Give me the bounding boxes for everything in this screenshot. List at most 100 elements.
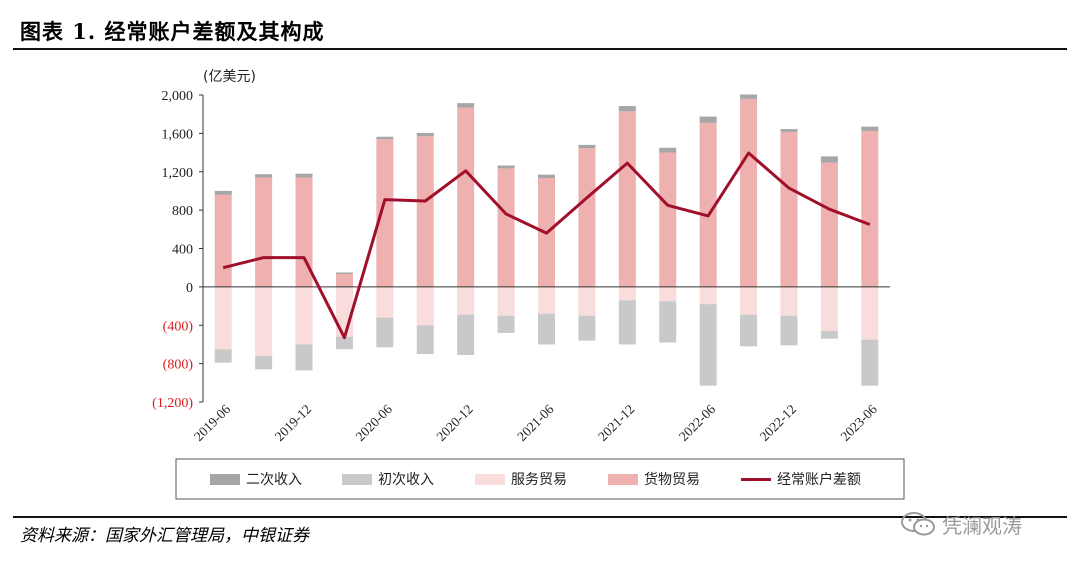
bar-segment xyxy=(416,136,434,287)
bar-segment xyxy=(578,148,596,287)
bar-segment xyxy=(416,325,434,355)
y-tick-label: 800 xyxy=(172,204,193,219)
bar-segment xyxy=(861,286,879,340)
current-account-line xyxy=(222,151,871,340)
y-unit-label: (亿美元) xyxy=(203,69,256,85)
bar-segment xyxy=(820,156,838,163)
bar-segment xyxy=(214,286,232,350)
footer-rule xyxy=(13,516,1067,518)
bar-segment xyxy=(376,286,394,318)
bar-segment xyxy=(861,126,879,131)
bar-segment xyxy=(335,336,353,350)
bar-segment xyxy=(780,129,798,132)
y-tick-label: 400 xyxy=(172,243,193,258)
x-tick-label: 2023-06 xyxy=(837,401,880,444)
x-tick-label: 2022-12 xyxy=(757,402,799,444)
bar-segment xyxy=(497,165,515,169)
bar-segment xyxy=(255,286,273,356)
bar-segment xyxy=(740,98,758,287)
bar-segment xyxy=(578,144,596,149)
y-tick-label: 0 xyxy=(186,281,193,296)
y-tick-label: 2,000 xyxy=(162,89,194,104)
x-tick-label: 2020-06 xyxy=(353,401,396,444)
legend-swatch-services-trade xyxy=(475,474,505,485)
y-tick-label: 1,200 xyxy=(162,166,194,181)
bar-segment xyxy=(618,300,636,345)
bar-segment xyxy=(214,190,232,195)
watermark: 凭澜观涛 xyxy=(900,507,1060,541)
bar-segment xyxy=(457,107,475,287)
bar-segment xyxy=(538,174,555,178)
legend-label-secondary-income: 二次收入 xyxy=(246,472,302,488)
bar-segment xyxy=(457,314,475,355)
bar-segment xyxy=(295,286,313,345)
bar-segment xyxy=(578,286,596,316)
bar-segment xyxy=(659,301,677,343)
bar-segment xyxy=(740,94,758,99)
bar-segment xyxy=(780,315,798,346)
legend: 二次收入 初次收入 服务贸易 货物贸易 经常账户差额 xyxy=(210,471,861,488)
y-tick-label: (1,200) xyxy=(152,396,193,411)
legend-label-goods-trade: 货物贸易 xyxy=(644,471,700,488)
bar-series xyxy=(214,94,879,386)
y-tick-label: (800) xyxy=(163,358,194,373)
bar-segment xyxy=(578,315,596,341)
bar-segment xyxy=(820,331,838,339)
bar-segment xyxy=(699,122,717,287)
bar-segment xyxy=(740,314,758,347)
bar-segment xyxy=(457,103,475,108)
x-tick-label: 2021-06 xyxy=(514,401,557,444)
legend-label-primary-income: 初次收入 xyxy=(378,471,434,488)
y-tick-labels: 2,000 1,600 1,200 800 400 0 (400) (800) (1,200) xyxy=(152,89,203,411)
bar-segment xyxy=(861,130,879,287)
bar-segment xyxy=(295,177,313,287)
bar-segment xyxy=(538,286,555,314)
bar-segment xyxy=(538,313,555,345)
x-tick-label: 2022-06 xyxy=(676,401,719,444)
bar-segment xyxy=(618,111,636,287)
wechat-logo-icon xyxy=(901,512,935,536)
bar-segment xyxy=(376,139,394,287)
bar-segment xyxy=(618,286,636,301)
bar-segment xyxy=(457,286,475,315)
watermark-text: 凭澜观涛 xyxy=(942,513,1022,538)
legend-label-services-trade: 服务贸易 xyxy=(511,472,567,488)
bar-segment xyxy=(255,177,273,287)
bar-segment xyxy=(416,286,434,326)
bar-segment xyxy=(214,349,232,363)
bar-segment xyxy=(699,304,717,386)
bar-segment xyxy=(659,286,677,302)
x-tick-label: 2020-12 xyxy=(433,402,475,444)
bar-segment xyxy=(295,344,313,371)
x-tick-label: 2021-12 xyxy=(595,402,637,444)
x-tick-labels: 2019-06 2019-12 2020-06 2020-12 2021-06 2021-… xyxy=(191,401,880,444)
legend-swatch-goods-trade xyxy=(608,474,638,485)
bar-segment xyxy=(618,106,636,112)
bar-segment xyxy=(699,286,717,305)
bar-segment xyxy=(861,339,879,386)
bar-segment xyxy=(295,173,313,178)
bar-segment xyxy=(497,315,515,333)
bar-segment xyxy=(780,286,798,316)
bar-segment xyxy=(335,272,353,274)
bar-segment xyxy=(659,152,677,287)
bar-segment xyxy=(820,286,838,332)
bar-segment xyxy=(255,355,273,370)
x-tick-label: 2019-12 xyxy=(272,402,314,444)
bar-segment xyxy=(335,273,353,287)
legend-swatch-secondary-income xyxy=(210,474,240,485)
bar-segment xyxy=(780,131,798,287)
figure-title: 图表 1. 经常账户差额及其构成 xyxy=(20,19,325,44)
bar-segment xyxy=(214,194,232,287)
bar-segment xyxy=(416,132,434,137)
x-tick-label: 2019-06 xyxy=(191,401,234,444)
title-rule xyxy=(13,48,1067,50)
bar-segment xyxy=(497,286,515,316)
bar-segment xyxy=(699,116,717,123)
bar-segment xyxy=(659,147,677,153)
bar-segment xyxy=(376,317,394,348)
bar-segment xyxy=(255,174,273,178)
y-tick-label: (400) xyxy=(163,319,194,334)
source-note: 资料来源：国家外汇管理局，中银证券 xyxy=(20,526,309,546)
legend-box xyxy=(175,458,905,500)
